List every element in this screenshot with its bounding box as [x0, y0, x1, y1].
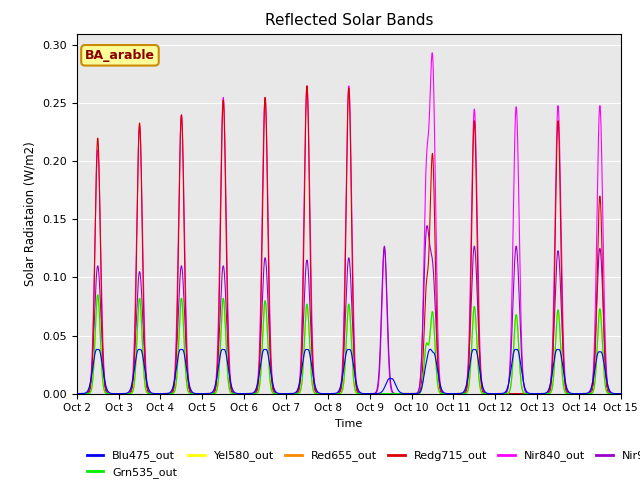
Title: Reflected Solar Bands: Reflected Solar Bands [264, 13, 433, 28]
Nir840_out [428, 50, 436, 56]
Nir945_out [180, 300, 188, 306]
Yel580_out [617, 391, 625, 396]
Legend: Blu475_out, Grn535_out, Yel580_out, Red655_out, Redg715_out, Nir840_out, Nir945_: Blu475_out, Grn535_out, Yel580_out, Red6… [83, 446, 640, 480]
Nir840_out [180, 207, 188, 213]
Nir945_out [354, 389, 362, 395]
Line: Blu475_out: Blu475_out [77, 349, 621, 394]
Nir945_out [579, 391, 586, 396]
Red655_out [94, 292, 102, 298]
Grn535_out [579, 391, 586, 396]
Nir840_out [490, 391, 497, 396]
Blu475_out [354, 386, 362, 392]
Red655_out [490, 391, 497, 396]
Text: BA_arable: BA_arable [85, 49, 155, 62]
Nir945_out [617, 391, 625, 396]
Grn535_out [108, 391, 116, 396]
Yel580_out [355, 391, 362, 396]
Nir840_out [354, 389, 362, 395]
Nir840_out [108, 391, 116, 396]
Nir945_out [423, 223, 431, 228]
Yel580_out [94, 292, 102, 298]
Yel580_out [73, 391, 81, 396]
Blu475_out [108, 391, 116, 396]
Yel580_out [579, 391, 586, 396]
X-axis label: Time: Time [335, 419, 362, 429]
Redg715_out [303, 83, 311, 89]
Blu475_out [579, 391, 586, 396]
Line: Grn535_out: Grn535_out [77, 295, 621, 394]
Redg715_out [108, 391, 116, 396]
Nir945_out [108, 391, 116, 396]
Line: Nir945_out: Nir945_out [77, 226, 621, 394]
Blu475_out [617, 391, 625, 396]
Yel580_out [387, 391, 394, 396]
Redg715_out [490, 391, 497, 396]
Grn535_out [355, 391, 362, 396]
Blu475_out [73, 391, 81, 396]
Line: Yel580_out: Yel580_out [77, 295, 621, 394]
Grn535_out [94, 292, 102, 298]
Y-axis label: Solar Radiataion (W/m2): Solar Radiataion (W/m2) [24, 141, 36, 286]
Grn535_out [387, 391, 394, 396]
Redg715_out [513, 391, 520, 396]
Yel580_out [180, 338, 188, 344]
Redg715_out [355, 390, 362, 396]
Yel580_out [108, 391, 116, 396]
Redg715_out [104, 390, 111, 396]
Nir840_out [617, 391, 625, 396]
Red655_out [180, 338, 188, 344]
Line: Nir840_out: Nir840_out [77, 53, 621, 394]
Red655_out [355, 391, 362, 396]
Blu475_out [180, 350, 188, 356]
Red655_out [387, 391, 394, 396]
Nir945_out [401, 391, 409, 396]
Redg715_out [617, 391, 625, 396]
Red655_out [104, 391, 111, 396]
Blu475_out [104, 387, 111, 393]
Grn535_out [490, 391, 497, 396]
Blu475_out [426, 347, 434, 352]
Nir840_out [401, 391, 409, 396]
Redg715_out [579, 391, 586, 396]
Nir945_out [104, 389, 111, 395]
Nir840_out [104, 390, 111, 396]
Line: Red655_out: Red655_out [77, 295, 621, 394]
Red655_out [579, 391, 586, 396]
Red655_out [108, 391, 116, 396]
Blu475_out [490, 391, 497, 396]
Grn535_out [104, 391, 111, 396]
Nir840_out [73, 391, 81, 396]
Nir840_out [579, 391, 586, 396]
Grn535_out [180, 338, 188, 344]
Nir945_out [73, 391, 81, 396]
Redg715_out [180, 225, 188, 230]
Yel580_out [104, 391, 111, 396]
Grn535_out [617, 391, 625, 396]
Line: Redg715_out: Redg715_out [77, 86, 621, 394]
Grn535_out [73, 391, 81, 396]
Red655_out [617, 391, 625, 396]
Redg715_out [73, 391, 81, 396]
Nir945_out [490, 391, 497, 396]
Yel580_out [490, 391, 497, 396]
Red655_out [73, 391, 81, 396]
